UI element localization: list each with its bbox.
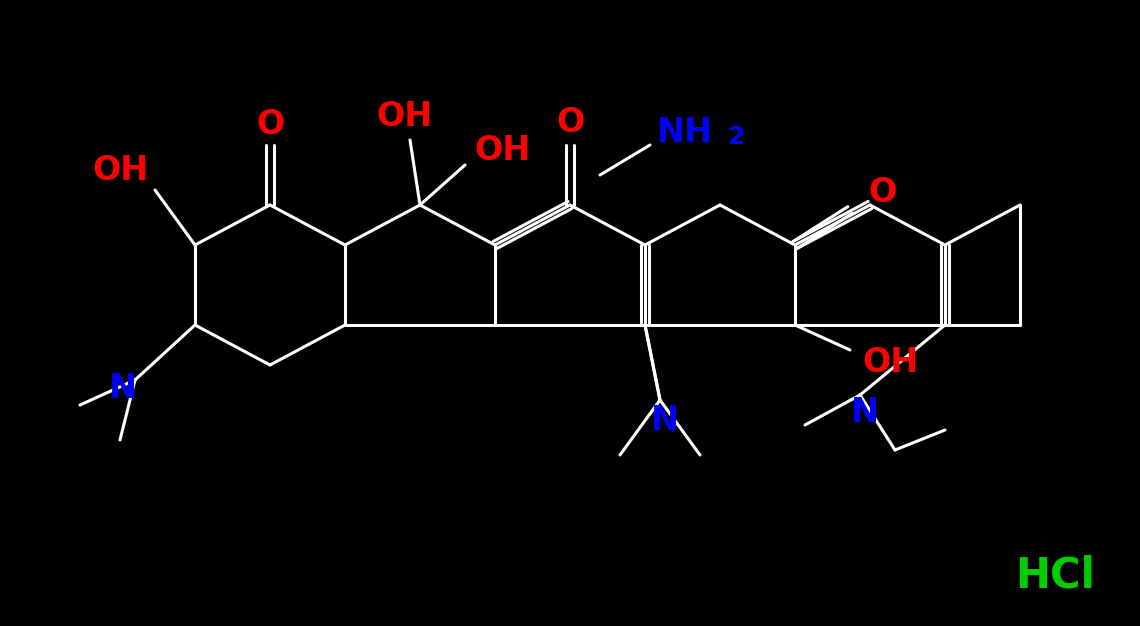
Text: O: O	[255, 108, 284, 141]
Text: N: N	[850, 396, 879, 429]
Text: OH: OH	[92, 153, 148, 187]
Text: 2: 2	[728, 125, 746, 149]
Text: NH: NH	[657, 116, 712, 150]
Text: OH: OH	[474, 133, 530, 167]
Text: HCl: HCl	[1015, 554, 1094, 596]
Text: OH: OH	[377, 101, 433, 133]
Text: O: O	[869, 177, 897, 210]
Text: N: N	[651, 404, 679, 436]
Text: N: N	[109, 371, 137, 404]
Text: O: O	[556, 106, 584, 140]
Text: OH: OH	[862, 347, 918, 379]
